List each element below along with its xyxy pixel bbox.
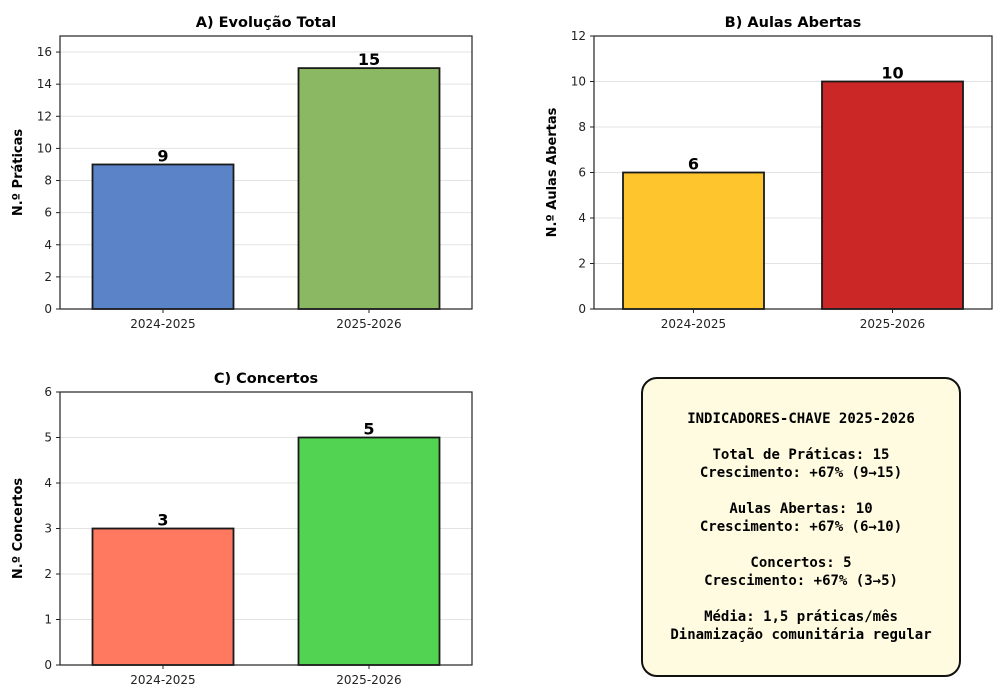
y-tick-label: 0 bbox=[578, 302, 586, 316]
y-tick-label: 16 bbox=[37, 45, 52, 59]
y-axis-label: N.º Concertos bbox=[11, 478, 26, 579]
kpi-title: INDICADORES-CHAVE 2025-2026 bbox=[687, 411, 915, 427]
y-tick-label: 1 bbox=[44, 613, 52, 627]
y-tick-label: 10 bbox=[37, 141, 52, 155]
x-tick-label: 2024-2025 bbox=[130, 673, 195, 684]
y-tick-label: 6 bbox=[44, 206, 52, 220]
y-tick-label: 0 bbox=[44, 302, 52, 316]
value-label: 15 bbox=[358, 50, 380, 69]
bar-c-1 bbox=[91, 527, 235, 666]
x-tick-label: 2025-2026 bbox=[336, 317, 401, 331]
y-tick-label: 3 bbox=[44, 522, 52, 536]
value-label: 9 bbox=[157, 146, 168, 165]
y-axis-label: N.º Aulas Abertas bbox=[545, 107, 560, 237]
kpi-aulas-growth: Crescimento: +67% (6→10) bbox=[699, 519, 903, 535]
y-tick-label: 0 bbox=[44, 658, 52, 672]
kpi-total-line: Total de Práticas: 15 bbox=[712, 447, 890, 463]
kpi-total-growth: Crescimento: +67% (9→15) bbox=[699, 465, 903, 481]
y-tick-label: 6 bbox=[44, 385, 52, 399]
chart-b: 6 2024-2025 10 2025-2026 0 2 4 6 8 10 12 B) Aulas A… bbox=[545, 15, 993, 331]
value-label: 3 bbox=[157, 511, 168, 530]
chart-title: A) Evolução Total bbox=[196, 15, 337, 31]
chart-a: 9 2024-2025 15 2025-2026 0 2 4 6 8 10 12 14 16 A) Evo… bbox=[11, 15, 473, 331]
kpi-concertos-line: Concertos: 5 bbox=[750, 555, 852, 571]
y-tick-label: 4 bbox=[578, 211, 586, 225]
y-tick-label: 2 bbox=[578, 257, 586, 271]
y-tick-label: 10 bbox=[571, 75, 586, 89]
value-label: 5 bbox=[363, 420, 374, 439]
bar-a-2 bbox=[297, 67, 441, 310]
plot-frame bbox=[593, 35, 993, 310]
y-tick-label: 5 bbox=[44, 431, 52, 445]
value-label: 10 bbox=[881, 64, 903, 83]
chart-c: 3 2024-2025 5 2025-2026 0 1 2 3 4 5 6 C) Concertos N… bbox=[11, 371, 473, 684]
y-tick-label: 2 bbox=[44, 270, 52, 284]
y-tick-label: 2 bbox=[44, 567, 52, 581]
chart-title: B) Aulas Abertas bbox=[725, 15, 862, 31]
bar-b-1 bbox=[622, 171, 765, 310]
plot-frame bbox=[59, 391, 473, 666]
chart-title: C) Concertos bbox=[214, 371, 318, 387]
y-tick-label: 12 bbox=[37, 109, 52, 123]
y-tick-label: 4 bbox=[44, 238, 52, 252]
bar-c-2 bbox=[297, 436, 441, 666]
y-tick-label: 8 bbox=[578, 120, 586, 134]
y-tick-label: 14 bbox=[37, 77, 52, 91]
x-tick-label: 2025-2026 bbox=[336, 673, 401, 684]
y-tick-label: 12 bbox=[571, 29, 586, 43]
plot-frame bbox=[59, 35, 473, 310]
bar-b-2 bbox=[821, 80, 964, 310]
y-axis-label: N.º Práticas bbox=[11, 129, 26, 217]
bar-a-1 bbox=[91, 163, 235, 310]
y-tick-label: 6 bbox=[578, 166, 586, 180]
y-tick-label: 4 bbox=[44, 476, 52, 490]
kpi-media-line: Média: 1,5 práticas/mês bbox=[704, 609, 898, 625]
y-tick-label: 8 bbox=[44, 174, 52, 188]
kpi-dinamizacao-line: Dinamização comunitária regular bbox=[670, 627, 932, 643]
x-tick-label: 2024-2025 bbox=[130, 317, 195, 331]
kpi-summary-box: INDICADORES-CHAVE 2025-2026 Total de Prá… bbox=[641, 377, 961, 677]
x-tick-label: 2025-2026 bbox=[860, 317, 925, 331]
kpi-aulas-line: Aulas Abertas: 10 bbox=[729, 501, 873, 517]
kpi-concertos-growth: Crescimento: +67% (3→5) bbox=[704, 573, 898, 589]
x-tick-label: 2024-2025 bbox=[661, 317, 726, 331]
value-label: 6 bbox=[688, 155, 699, 174]
